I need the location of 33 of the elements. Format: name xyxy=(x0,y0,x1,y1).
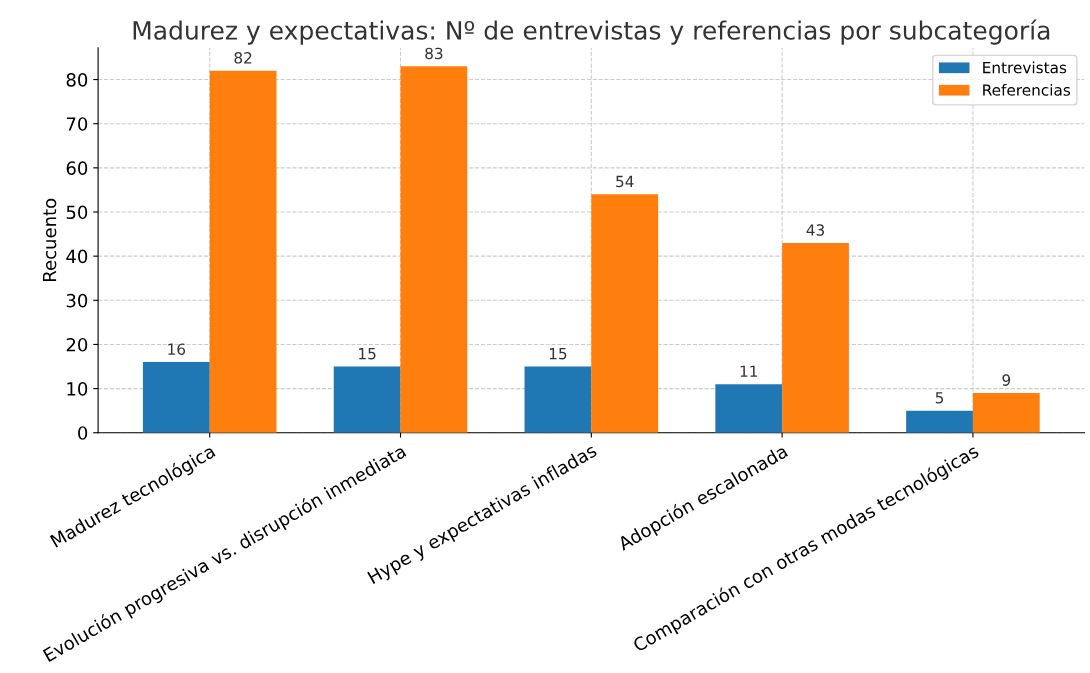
data-label: 16 xyxy=(168,343,186,355)
bar xyxy=(782,242,849,433)
bar xyxy=(715,384,783,433)
bar xyxy=(209,70,277,433)
data-label: 11 xyxy=(740,365,758,377)
data-label: 5 xyxy=(935,392,944,404)
y-tick-label: 30 xyxy=(66,293,88,308)
data-label: 9 xyxy=(1002,374,1011,386)
bar xyxy=(400,66,468,433)
legend-label: Referencias xyxy=(983,83,1071,96)
bar xyxy=(972,393,1040,433)
y-tick-label: 50 xyxy=(66,205,88,220)
y-tick-label: 0 xyxy=(78,426,88,440)
y-tick-label: 70 xyxy=(66,117,88,131)
y-tick-label: 10 xyxy=(67,382,88,396)
bar xyxy=(333,366,401,433)
bar xyxy=(591,194,659,433)
chart-title: Madurez y expectativas: Nº de entrevistas y referencias por subcategoría xyxy=(133,19,1050,45)
data-label: 82 xyxy=(234,52,252,64)
data-label: 43 xyxy=(806,224,825,236)
y-tick-label: 60 xyxy=(66,161,88,175)
data-label: 15 xyxy=(359,348,376,360)
bar xyxy=(906,410,973,433)
data-label: 54 xyxy=(616,175,634,188)
y-tick-label: 80 xyxy=(66,73,88,87)
y-axis-title: Recuento xyxy=(42,198,57,281)
legend-label: Entrevistas xyxy=(983,61,1067,74)
data-label: 83 xyxy=(425,47,443,60)
bar xyxy=(142,362,210,433)
data-label: 15 xyxy=(549,348,567,360)
bar xyxy=(524,366,592,433)
y-tick-label: 20 xyxy=(66,337,88,352)
y-tick-label: 40 xyxy=(66,249,88,264)
